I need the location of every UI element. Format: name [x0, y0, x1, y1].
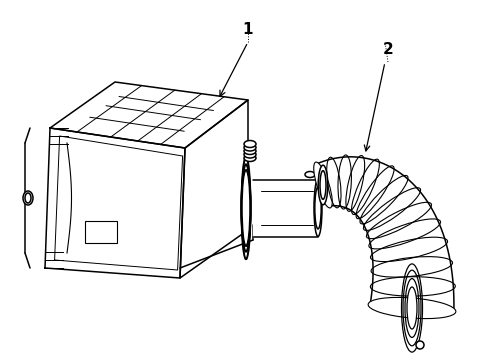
Ellipse shape [407, 287, 417, 329]
Ellipse shape [315, 187, 321, 229]
Ellipse shape [244, 148, 256, 154]
Ellipse shape [241, 170, 251, 246]
Polygon shape [50, 82, 248, 148]
Polygon shape [253, 180, 318, 237]
Ellipse shape [320, 171, 326, 199]
Polygon shape [45, 128, 185, 278]
Polygon shape [180, 100, 248, 278]
Ellipse shape [244, 144, 256, 151]
Ellipse shape [244, 154, 256, 162]
Ellipse shape [244, 140, 256, 148]
Ellipse shape [368, 297, 456, 319]
Ellipse shape [241, 157, 251, 259]
Ellipse shape [314, 162, 332, 208]
Ellipse shape [416, 341, 424, 349]
Text: 1: 1 [243, 22, 253, 37]
Ellipse shape [314, 180, 322, 237]
Polygon shape [317, 157, 454, 311]
Ellipse shape [244, 151, 256, 158]
Ellipse shape [23, 191, 33, 205]
Text: 2: 2 [383, 42, 393, 58]
Bar [85, 221, 117, 243]
Ellipse shape [241, 164, 251, 252]
Ellipse shape [305, 171, 315, 177]
Ellipse shape [318, 165, 328, 205]
